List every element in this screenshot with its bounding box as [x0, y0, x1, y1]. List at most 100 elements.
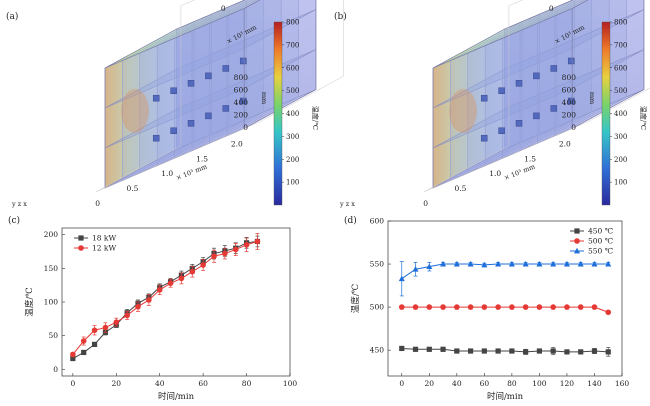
data-point — [550, 348, 556, 354]
data-point — [80, 338, 87, 344]
colorbar-tick: 100 — [614, 179, 627, 187]
colorbar-tick: 600 — [614, 64, 627, 72]
data-point — [454, 348, 460, 354]
plot-frame — [387, 220, 623, 377]
axes-triad: y z x — [339, 200, 355, 208]
data-point — [495, 348, 501, 354]
heater-block — [222, 105, 230, 112]
series-line — [401, 263, 609, 280]
data-point — [412, 304, 419, 310]
data-point — [495, 260, 502, 267]
heater-block — [498, 127, 505, 134]
heater-block — [205, 72, 212, 80]
top-axis-tick: 0 — [221, 4, 226, 13]
heater-block — [170, 127, 177, 134]
x-tick-label: 60 — [198, 379, 208, 388]
vertical-axis-tick: 400 — [234, 98, 249, 107]
data-point — [91, 327, 98, 334]
data-point — [577, 304, 584, 310]
data-point — [591, 304, 598, 310]
heater-block — [533, 112, 540, 120]
data-point — [398, 275, 405, 282]
panel-label: (c) — [8, 215, 20, 226]
data-point — [578, 349, 584, 355]
data-point — [550, 260, 557, 267]
y-tick-label: 450 — [370, 346, 385, 355]
x-tick-label: 120 — [560, 379, 575, 388]
x-tick-label: 20 — [425, 379, 435, 388]
heater-block — [550, 65, 558, 72]
colorbar-title: 温度/℃ — [311, 106, 320, 130]
data-point — [243, 242, 250, 248]
data-point — [70, 351, 76, 358]
data-point — [536, 348, 543, 354]
x-tick-label: 160 — [615, 379, 630, 388]
heater-block — [152, 134, 160, 142]
colorbar-tick: 300 — [286, 133, 299, 141]
heater-block — [498, 87, 505, 94]
colorbar-tick: 200 — [286, 156, 299, 164]
front-axis-unit: × 10³ mm — [175, 162, 208, 182]
front-axis-tick: 0.5 — [454, 184, 466, 193]
frame-line — [258, 76, 344, 123]
chart-c: (c) 0 20 40 60 80 100 0 50 100 150 200 时间/min 温度/℃ 18… — [8, 215, 297, 402]
vertical-axis-unit: mm — [260, 92, 268, 104]
heater-block — [187, 120, 195, 127]
colorbar-tick: 800 — [286, 19, 299, 27]
front-axis-tick: 2.0 — [559, 139, 571, 148]
x-tick-label: 60 — [480, 379, 490, 388]
y-tick-label: 200 — [44, 230, 59, 239]
frame-line — [424, 145, 510, 192]
series-1 — [70, 233, 261, 358]
data-point — [495, 304, 501, 310]
y-tick-label: 150 — [44, 264, 59, 273]
front-axis-tick: 0 — [95, 199, 100, 208]
x-tick-label: 100 — [283, 379, 298, 388]
heater-block — [239, 97, 247, 105]
data-point — [564, 349, 570, 355]
data-point — [536, 304, 543, 310]
heater-block — [533, 72, 540, 80]
x-tick-label: 140 — [587, 379, 602, 388]
simulation-panel-a: (a) 00.51.01.52.0× 10³ mm1.00.50× 10³ mm… — [6, 0, 344, 208]
axes-triad: y z x — [11, 200, 27, 208]
y-tick-label: 50 — [48, 331, 58, 340]
series-line — [401, 306, 609, 313]
data-point — [440, 304, 446, 310]
data-point — [412, 266, 419, 272]
frame-line — [586, 87, 650, 123]
data-point — [91, 341, 98, 347]
colorbar-tick: 700 — [286, 41, 299, 49]
front-axis-unit: × 10³ mm — [503, 162, 536, 182]
legend-label: 500 ℃ — [588, 237, 613, 246]
hot-zone — [121, 89, 149, 134]
x-axis-label: 时间/min — [487, 391, 524, 402]
front-axis-tick: 1.5 — [196, 154, 208, 163]
series-0 — [399, 345, 611, 357]
data-point — [574, 247, 580, 254]
front-axis-tick: 1.0 — [161, 169, 173, 178]
data-point — [426, 346, 432, 352]
data-point — [467, 304, 474, 310]
y-tick-label: 0 — [53, 365, 58, 374]
y-tick-label: 550 — [370, 260, 385, 269]
colorbar-tick: 500 — [614, 87, 627, 95]
data-point — [254, 238, 261, 245]
legend-label: 450 ℃ — [588, 227, 613, 236]
data-point — [550, 304, 556, 310]
series-0 — [70, 235, 261, 362]
x-tick-label: 40 — [452, 379, 462, 388]
data-point — [508, 260, 515, 267]
series-line — [401, 347, 609, 353]
colorbar-tick: 200 — [614, 156, 627, 164]
heater-block — [515, 120, 523, 127]
y-axis-label: 温度/℃ — [350, 284, 361, 313]
heater-block — [239, 57, 247, 65]
chart-d: (d) 0 20 40 60 80 100 120 140 160 450 500 550 600 时间/… — [344, 215, 629, 402]
data-point — [563, 260, 570, 267]
data-point — [522, 304, 529, 310]
data-point — [426, 263, 433, 270]
frame-line — [96, 122, 259, 192]
heater-block — [480, 94, 488, 102]
